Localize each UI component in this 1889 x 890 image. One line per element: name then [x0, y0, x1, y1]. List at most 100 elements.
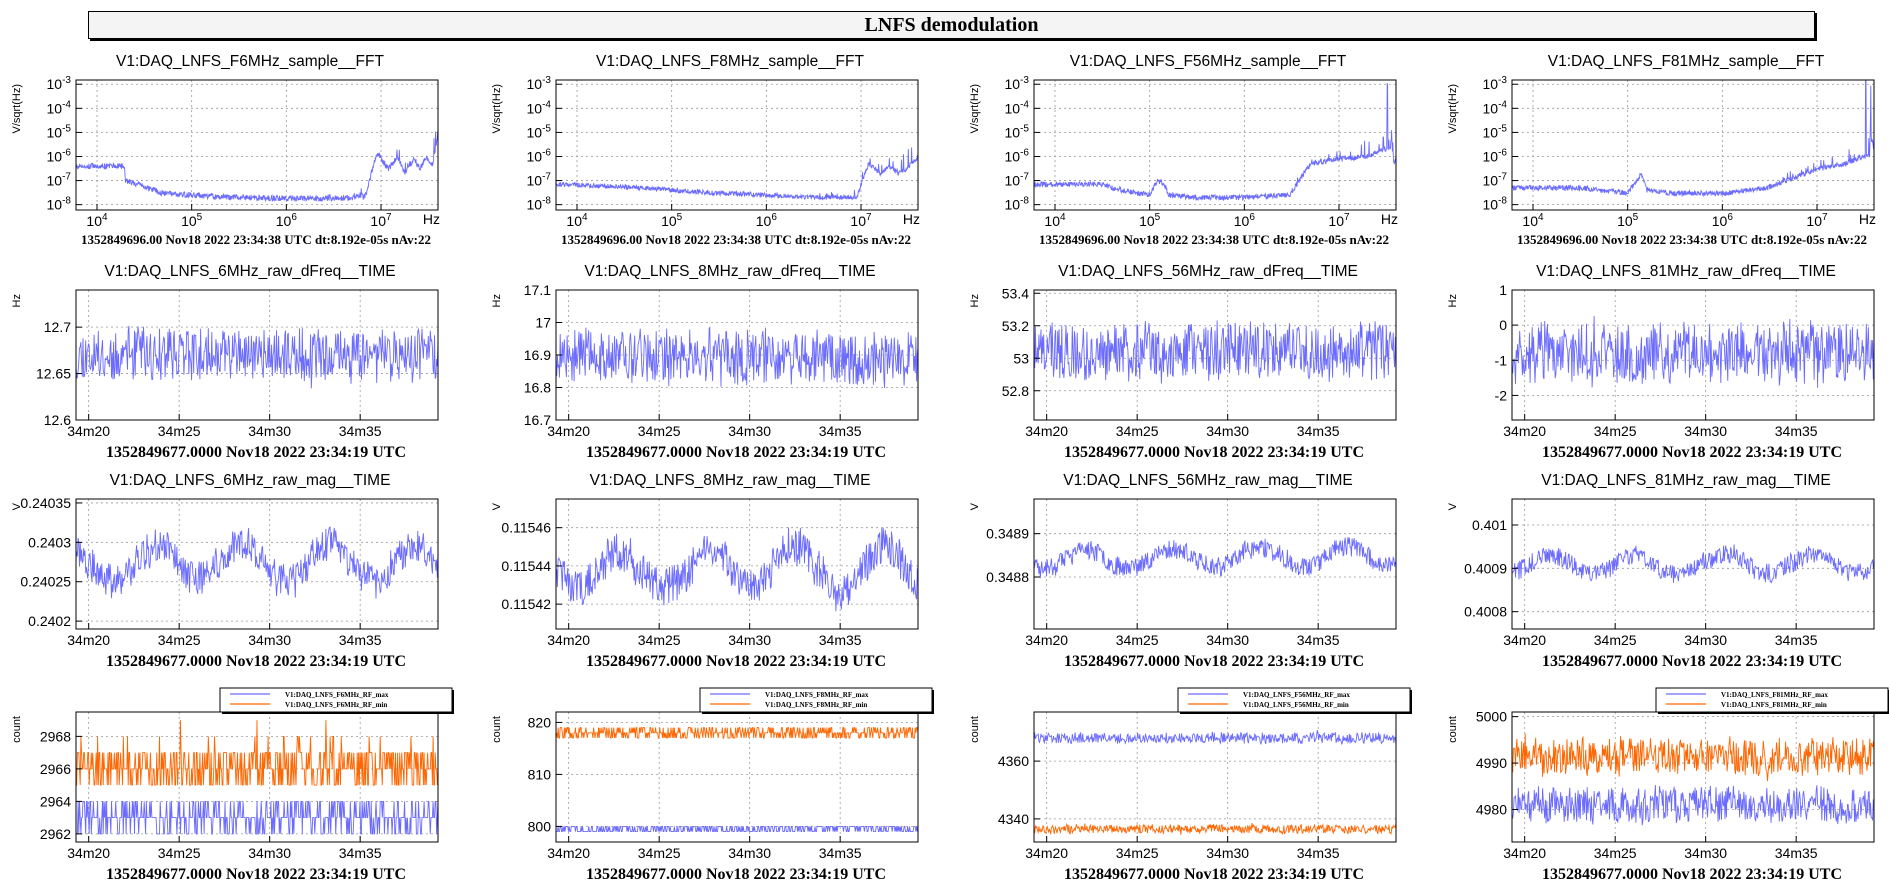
chart-title: V1:DAQ_LNFS_F6MHz_sample__FFT: [116, 53, 384, 70]
x-tick-label: 107: [370, 212, 392, 229]
y-tick-label: 16.9: [524, 347, 551, 363]
x-axis-unit: Hz: [1381, 211, 1398, 227]
x-tick-label: 34m30: [248, 845, 291, 861]
y-tick-label: 4360: [998, 753, 1029, 769]
chart-svg: V1:DAQ_LNFS_F81MHz_sample__FFT V/sqrt(Hz)…: [1447, 53, 1876, 247]
y-axis-label: V/sqrt(Hz): [1447, 84, 1459, 134]
y-tick-label: 0.11546: [501, 520, 551, 536]
chart-panel: count 34m20 34m25 34m30 34m35 800 810 820 135284…: [480, 680, 952, 890]
x-tick-label: 34m25: [638, 632, 681, 648]
series-line: [76, 129, 438, 203]
y-tick-label: 0.2403: [28, 534, 71, 550]
y-tick-label: 52.8: [1002, 383, 1029, 399]
chart-svg: V1:DAQ_LNFS_6MHz_raw_mag__TIME V 34m20 34m2…: [11, 472, 439, 670]
x-tick-label: 34m25: [638, 423, 681, 439]
chart-panel: V1:DAQ_LNFS_8MHz_raw_mag__TIME V 34m20 34m2…: [480, 467, 952, 677]
time-footer: 1352849677.0000 Nov18 2022 23:34:19 UTC: [1542, 444, 1842, 461]
plot-frame: [555, 79, 919, 211]
y-tick-label: 2962: [40, 826, 71, 842]
time-footer: 1352849696.00 Nov18 2022 23:34:38 UTC dt…: [81, 232, 431, 247]
x-tick-label: 34m25: [158, 632, 201, 648]
series-line: [1512, 80, 1874, 198]
series-line: [1512, 784, 1874, 826]
x-tick-label: 34m35: [1775, 632, 1818, 648]
x-tick-label: 34m30: [728, 632, 771, 648]
chart-panel: V1:DAQ_LNFS_6MHz_raw_mag__TIME V 34m20 34m2…: [0, 467, 472, 677]
x-tick-label: 34m20: [547, 423, 590, 439]
chart-panel: V1:DAQ_LNFS_56MHz_raw_mag__TIME V 34m20 34m…: [958, 467, 1430, 677]
plot-frame: [1033, 289, 1397, 421]
series-line: [1034, 83, 1396, 202]
chart-panel: count 34m20 34m25 34m30 34m35 2962 2964 2966 296…: [0, 680, 472, 890]
x-tick-label: 105: [181, 212, 203, 229]
y-tick-label: 1: [1499, 282, 1507, 298]
x-tick-label: 106: [1234, 212, 1256, 229]
y-tick-label: 17.1: [524, 282, 551, 298]
legend-entry: V1:DAQ_LNFS_F6MHz_RF_max: [285, 691, 389, 699]
x-tick-label: 34m25: [1116, 423, 1159, 439]
chart-svg: V1:DAQ_LNFS_81MHz_raw_dFreq__TIME Hz 34m20…: [1447, 263, 1875, 461]
x-axis-unit: Hz: [423, 211, 440, 227]
time-footer: 1352849677.0000 Nov18 2022 23:34:19 UTC: [106, 866, 406, 883]
x-tick-label: 105: [1139, 212, 1161, 229]
x-tick-label: 34m30: [1206, 845, 1249, 861]
y-axis-label: count: [1447, 716, 1459, 743]
y-axis-label: count: [11, 716, 23, 743]
y-tick-label: 10-8: [1005, 196, 1030, 213]
y-tick-label: 12.6: [44, 412, 71, 428]
x-tick-label: 34m30: [1684, 632, 1727, 648]
y-tick-label: 2964: [40, 793, 71, 809]
series-line: [1512, 315, 1874, 388]
x-tick-label: 106: [276, 212, 298, 229]
plot-frame: [1033, 498, 1397, 630]
y-tick-label: -2: [1495, 387, 1508, 403]
plot-frame: [75, 498, 439, 630]
time-footer: 1352849677.0000 Nov18 2022 23:34:19 UTC: [586, 653, 886, 670]
x-tick-label: 34m35: [819, 632, 862, 648]
chart-panel: V1:DAQ_LNFS_F56MHz_sample__FFT V/sqrt(Hz)…: [958, 48, 1430, 258]
x-tick-label: 34m25: [1594, 845, 1637, 861]
y-tick-label: 10-7: [527, 172, 552, 189]
y-tick-label: 10-5: [527, 123, 552, 140]
y-tick-label: 800: [528, 818, 552, 834]
chart-panel: count 34m20 34m25 34m30 34m35 4980 4990 5000 135…: [1436, 680, 1889, 890]
series-line: [1512, 544, 1874, 584]
series-line: [76, 526, 438, 599]
y-tick-label: 10-4: [1483, 99, 1508, 116]
time-footer: 1352849677.0000 Nov18 2022 23:34:19 UTC: [1542, 866, 1842, 883]
legend-box: [1177, 687, 1411, 713]
y-tick-label: -1: [1495, 352, 1508, 368]
y-tick-label: 10-6: [527, 147, 552, 164]
y-axis-label: count: [491, 716, 503, 743]
time-footer: 1352849677.0000 Nov18 2022 23:34:19 UTC: [1064, 866, 1364, 883]
y-tick-label: 0.11544: [501, 558, 551, 574]
series-line: [1034, 536, 1396, 579]
y-tick-label: 12.65: [36, 366, 71, 382]
y-tick-label: 10-7: [47, 172, 72, 189]
y-tick-label: 53.2: [1002, 318, 1029, 334]
y-axis-label: V/sqrt(Hz): [969, 84, 981, 134]
x-tick-label: 34m30: [728, 423, 771, 439]
y-tick-label: 10-8: [527, 196, 552, 213]
y-tick-label: 820: [528, 714, 552, 730]
plot-frame: [75, 289, 439, 421]
y-tick-label: 4980: [1476, 802, 1507, 818]
x-tick-label: 105: [661, 212, 683, 229]
chart-title: V1:DAQ_LNFS_F56MHz_sample__FFT: [1070, 53, 1347, 70]
y-tick-label: 53: [1013, 350, 1029, 366]
x-tick-label: 34m30: [248, 423, 291, 439]
y-tick-label: 2966: [40, 761, 71, 777]
chart-panel: V1:DAQ_LNFS_F8MHz_sample__FFT V/sqrt(Hz) 1…: [480, 48, 952, 258]
y-axis-label: V/sqrt(Hz): [491, 84, 503, 134]
plot-frame: [1511, 498, 1875, 630]
y-tick-label: 10-5: [1483, 123, 1508, 140]
chart-title: V1:DAQ_LNFS_F8MHz_sample__FFT: [596, 53, 864, 70]
y-tick-label: 10-3: [1483, 75, 1508, 92]
plot-frame: [1033, 711, 1397, 843]
x-tick-label: 34m30: [248, 632, 291, 648]
y-tick-label: 16.8: [524, 380, 551, 396]
x-tick-label: 34m20: [67, 632, 110, 648]
legend-box: [1655, 687, 1889, 713]
y-axis-label: V: [969, 502, 981, 510]
x-tick-label: 34m35: [1297, 845, 1340, 861]
